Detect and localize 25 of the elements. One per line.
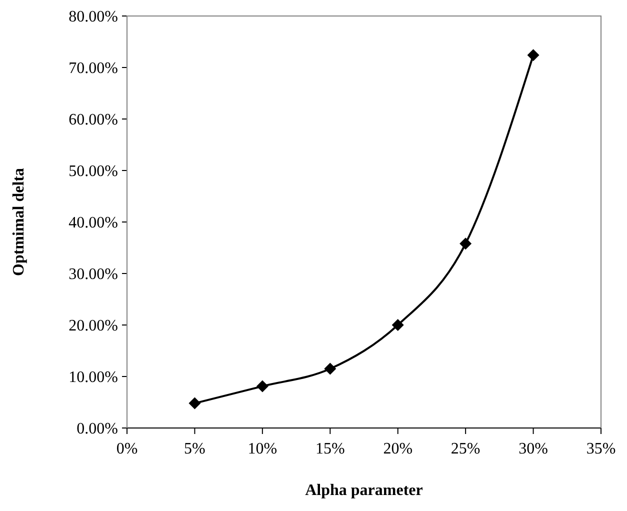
point xyxy=(392,319,404,331)
x-tick-label: 30% xyxy=(518,440,548,458)
y-tick-label: 60.00% xyxy=(68,112,118,129)
x-tick-label: 10% xyxy=(248,440,278,458)
point xyxy=(256,380,268,392)
y-tick-label: 80.00% xyxy=(68,8,118,26)
y-axis-title: Optmimal delta xyxy=(10,168,28,276)
y-tick-label: 30.00% xyxy=(68,266,118,284)
x-tick-label: 25% xyxy=(450,440,480,458)
point xyxy=(527,49,540,62)
y-tick-label: 10.00% xyxy=(68,369,118,386)
y-tick-label: 40.00% xyxy=(68,214,118,232)
x-tick-label: 0% xyxy=(116,440,138,458)
y-tick-label: 50.00% xyxy=(68,163,118,180)
x-axis-title: Alpha parameter xyxy=(305,482,423,499)
point xyxy=(188,397,201,410)
x-tick-label: 20% xyxy=(383,440,413,458)
y-tick-label: 70.00% xyxy=(68,60,118,78)
point xyxy=(324,362,336,375)
x-tick-label: 5% xyxy=(184,440,206,458)
y-tick-label: 20.00% xyxy=(68,318,118,335)
y-tick-label: 0.00% xyxy=(76,420,118,438)
point xyxy=(460,238,472,250)
x-tick-label: 35% xyxy=(586,440,616,458)
x-tick-label: 15% xyxy=(315,440,345,458)
